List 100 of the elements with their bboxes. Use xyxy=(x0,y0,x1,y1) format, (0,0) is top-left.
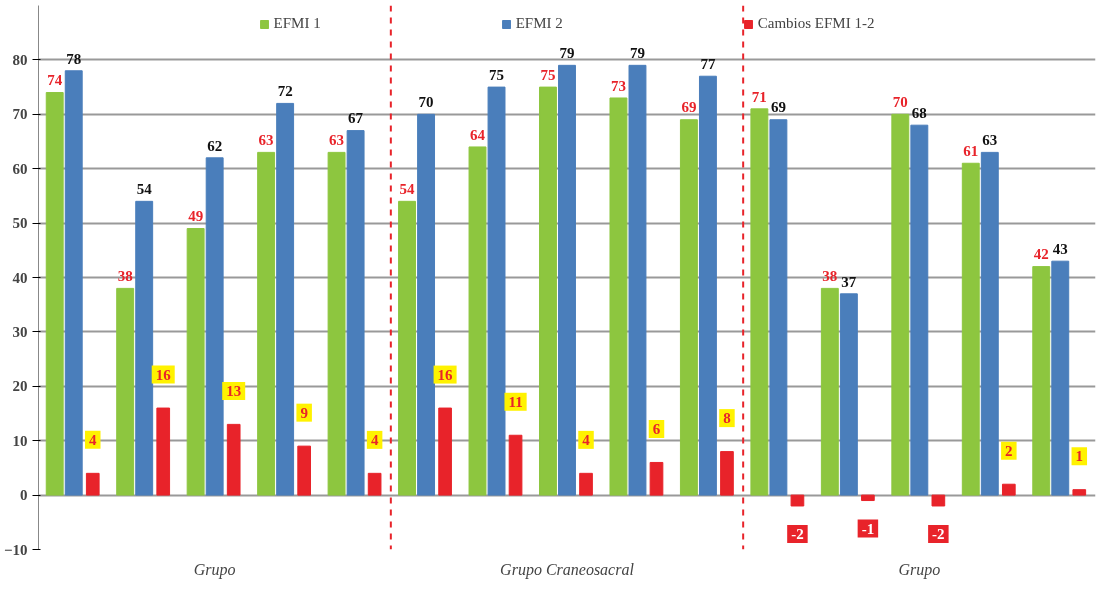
data-label: 64 xyxy=(470,126,486,143)
legend-label: EFMI 2 xyxy=(515,15,563,32)
bar xyxy=(820,287,839,496)
bar xyxy=(910,124,929,496)
data-label: 1 xyxy=(1075,448,1084,465)
data-label: 73 xyxy=(610,77,626,94)
data-label: 75 xyxy=(489,66,505,83)
bar xyxy=(297,445,311,496)
x-tick-label: Grupo Craneosacral xyxy=(500,560,635,579)
data-label: 13 xyxy=(226,382,242,399)
bar xyxy=(116,287,135,496)
y-tick-label: 80 xyxy=(12,51,28,68)
data-label: 11 xyxy=(508,393,523,410)
data-label: 8 xyxy=(723,410,731,427)
y-tick-label: 70 xyxy=(12,106,28,123)
y-tick-label: 50 xyxy=(12,215,28,232)
bar xyxy=(1001,483,1016,496)
bar xyxy=(609,97,628,496)
bar xyxy=(64,70,83,496)
data-label: 38 xyxy=(117,268,133,285)
data-label: 54 xyxy=(136,181,153,198)
bar xyxy=(720,451,734,496)
bar xyxy=(156,407,171,496)
data-label: 72 xyxy=(277,83,293,100)
data-label: 69 xyxy=(770,99,786,116)
bar xyxy=(276,102,295,496)
data-label: -2 xyxy=(791,526,804,543)
bar xyxy=(579,472,593,496)
data-label: 74 xyxy=(47,72,63,89)
data-label: 69 xyxy=(681,99,697,116)
bar xyxy=(45,92,64,496)
data-label: 70 xyxy=(418,94,434,111)
bar xyxy=(468,146,487,496)
data-label: 2 xyxy=(1005,442,1013,459)
y-tick-label: −10 xyxy=(3,541,28,558)
bar xyxy=(205,157,224,496)
bar xyxy=(398,200,416,496)
bar xyxy=(679,119,698,496)
data-label: 79 xyxy=(559,45,575,62)
data-label: 9 xyxy=(300,404,308,421)
data-label: 62 xyxy=(207,137,223,154)
data-label: 16 xyxy=(155,366,172,383)
data-label: 54 xyxy=(399,181,416,198)
data-label: 37 xyxy=(841,273,857,290)
y-tick-label: 20 xyxy=(12,378,28,395)
data-label: 49 xyxy=(188,208,204,225)
data-label: 63 xyxy=(982,132,998,149)
data-label: 75 xyxy=(540,66,556,83)
bar xyxy=(980,151,999,496)
bar xyxy=(698,75,717,496)
data-label: 70 xyxy=(892,94,908,111)
data-label: 71 xyxy=(751,88,767,105)
data-label: 67 xyxy=(348,110,364,127)
data-label: 63 xyxy=(258,132,274,149)
legend-label: Cambios EFMI 1-2 xyxy=(757,15,875,32)
bar xyxy=(649,461,664,496)
bar xyxy=(790,494,805,507)
data-label: 78 xyxy=(66,50,82,67)
data-label: -2 xyxy=(932,526,945,543)
bar xyxy=(861,494,875,502)
y-tick-label: 30 xyxy=(12,323,28,340)
bar xyxy=(1032,266,1051,496)
bar xyxy=(1072,489,1087,496)
bar xyxy=(508,434,523,496)
x-tick-label: Grupo xyxy=(193,560,236,579)
bar xyxy=(438,407,452,496)
data-label: 6 xyxy=(652,420,661,437)
data-label: 61 xyxy=(963,143,979,159)
bar xyxy=(257,151,276,496)
bar xyxy=(135,200,154,496)
data-label: 16 xyxy=(437,366,454,383)
data-label: 4 xyxy=(370,431,379,448)
data-label: 68 xyxy=(911,104,927,121)
bar xyxy=(558,64,576,496)
bar xyxy=(85,472,100,496)
y-tick-label: 60 xyxy=(12,160,28,177)
bar xyxy=(961,162,980,496)
bar xyxy=(226,423,241,496)
data-label: 77 xyxy=(700,55,716,72)
bar xyxy=(839,293,858,496)
bar xyxy=(1051,260,1070,496)
legend-label: EFMI 1 xyxy=(273,15,321,32)
bar xyxy=(750,108,769,496)
bar xyxy=(417,113,436,496)
data-label: 63 xyxy=(329,132,345,149)
data-label: 79 xyxy=(629,45,645,62)
data-label: 38 xyxy=(822,268,838,285)
data-label: 43 xyxy=(1052,240,1068,257)
bar xyxy=(628,64,647,496)
data-label: 4 xyxy=(89,431,98,448)
bar xyxy=(539,86,557,496)
bar xyxy=(327,151,346,496)
data-label: 4 xyxy=(582,431,591,448)
x-tick-label: Grupo xyxy=(898,560,941,579)
y-tick-label: 0 xyxy=(20,487,28,504)
bar xyxy=(367,472,382,496)
bar xyxy=(769,119,788,496)
bar xyxy=(487,86,506,496)
bar xyxy=(891,113,910,496)
data-label: -1 xyxy=(861,520,875,537)
